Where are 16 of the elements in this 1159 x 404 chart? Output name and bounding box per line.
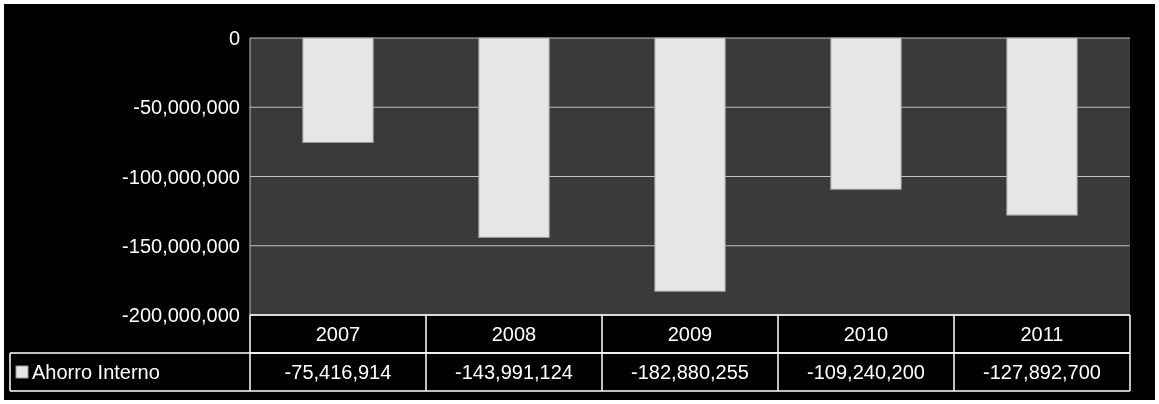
y-tick-label: -50,000,000 — [133, 96, 240, 119]
x-tick-label: 2010 — [843, 323, 889, 345]
x-tick-label: 2009 — [667, 323, 713, 345]
y-tick-label: -100,000,000 — [122, 165, 240, 188]
x-tick-label: 2008 — [491, 323, 537, 345]
data-label: -75,416,914 — [284, 361, 392, 383]
x-tick-label: 2007 — [315, 323, 361, 345]
legend-label: Ahorro Interno — [32, 361, 160, 383]
data-label: -143,991,124 — [455, 361, 573, 383]
y-tick-label: -200,000,000 — [122, 304, 240, 326]
data-label: -109,240,200 — [807, 361, 925, 383]
data-label: -182,880,255 — [631, 361, 749, 383]
y-tick-label: -150,000,000 — [122, 234, 240, 257]
y-tick-label: 0 — [228, 27, 240, 49]
data-label: -127,892,700 — [983, 361, 1101, 383]
x-tick-label: 2011 — [1020, 323, 1064, 345]
